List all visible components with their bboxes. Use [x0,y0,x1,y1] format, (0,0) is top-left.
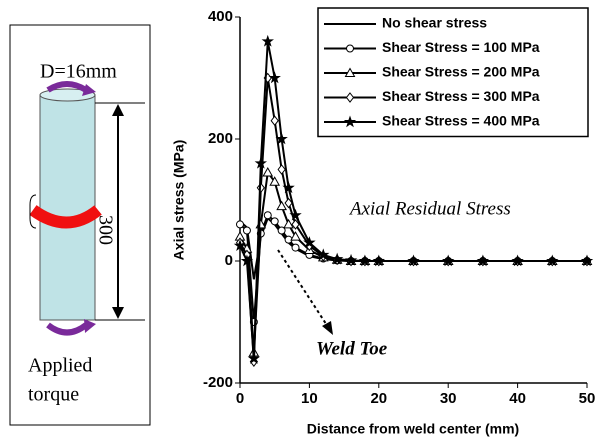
marker [291,219,300,230]
marker [358,254,372,267]
marker [270,217,279,226]
brace [29,194,37,229]
marker [580,254,594,267]
legend-label: Shear Stress = 100 MPa [382,39,540,55]
marker [345,92,355,103]
x-tick-label: 10 [301,390,318,407]
marker [344,253,358,266]
marker [289,208,302,221]
arrowhead [112,307,124,319]
marker [277,226,286,235]
legend-label: No shear stress [382,15,487,31]
y-tick-label: 400 [208,8,233,25]
marker [283,218,294,229]
marker [476,254,490,267]
y-axis-title: Axial stress (MPa) [171,140,187,261]
legend-label: Shear Stress = 300 MPa [382,88,540,104]
marker [261,34,274,47]
x-tick-label: 30 [440,390,457,407]
y-tick-label: 200 [208,130,233,147]
legend-label: Shear Stress = 200 MPa [382,64,540,80]
diagram-frame [9,24,151,426]
marker [240,254,254,267]
length-label: 300 [94,215,116,245]
arrowhead [84,319,96,333]
cylinder [39,94,96,321]
marker [284,197,293,209]
marker [236,220,244,229]
marker [269,176,281,186]
cylinder-top [39,88,96,102]
marker [346,44,354,53]
torque-arrow-bottom [46,322,88,336]
arrowhead [112,104,124,116]
marker [268,71,281,84]
x-tick-label: 50 [579,390,596,407]
marker [262,167,274,177]
x-tick-label: 0 [236,390,244,407]
x-tick-label: 20 [370,390,387,407]
marker [343,115,357,128]
marker [290,231,301,241]
marker [330,252,344,265]
specimen-diagram: D=16mm 300 Applied torque [9,24,151,426]
annotation: Axial Residual Stress [348,198,511,219]
arrowhead [82,84,96,96]
marker [441,254,455,267]
annotation-arrow [277,249,331,331]
marker [291,243,300,252]
marker [247,352,261,364]
marker [344,67,356,77]
load-label: torque [28,384,79,406]
torque-arrow-top [46,81,88,93]
y-tick-label: -200 [203,374,233,391]
x-tick-label: 40 [509,390,526,407]
arrowhead [322,321,333,335]
marker [407,254,420,267]
marker [242,226,251,235]
load-label: Applied [28,355,92,377]
y-tick-label: 0 [225,252,233,269]
marker [276,200,287,211]
marker [233,239,247,252]
weld-region [29,205,102,229]
marker [317,248,330,261]
marker [372,254,386,267]
marker [282,181,295,194]
marker [303,236,316,248]
x-axis-title: Distance from weld center (mm) [307,421,519,437]
annotation: Weld Toe [316,338,388,359]
marker [275,132,288,145]
marker [277,164,286,175]
marker [546,254,559,267]
marker [263,211,272,220]
marker [254,156,268,169]
marker [270,115,279,127]
marker [511,254,524,267]
legend-label: Shear Stress = 400 MPa [382,113,540,129]
diameter-label: D=16mm [40,61,117,83]
